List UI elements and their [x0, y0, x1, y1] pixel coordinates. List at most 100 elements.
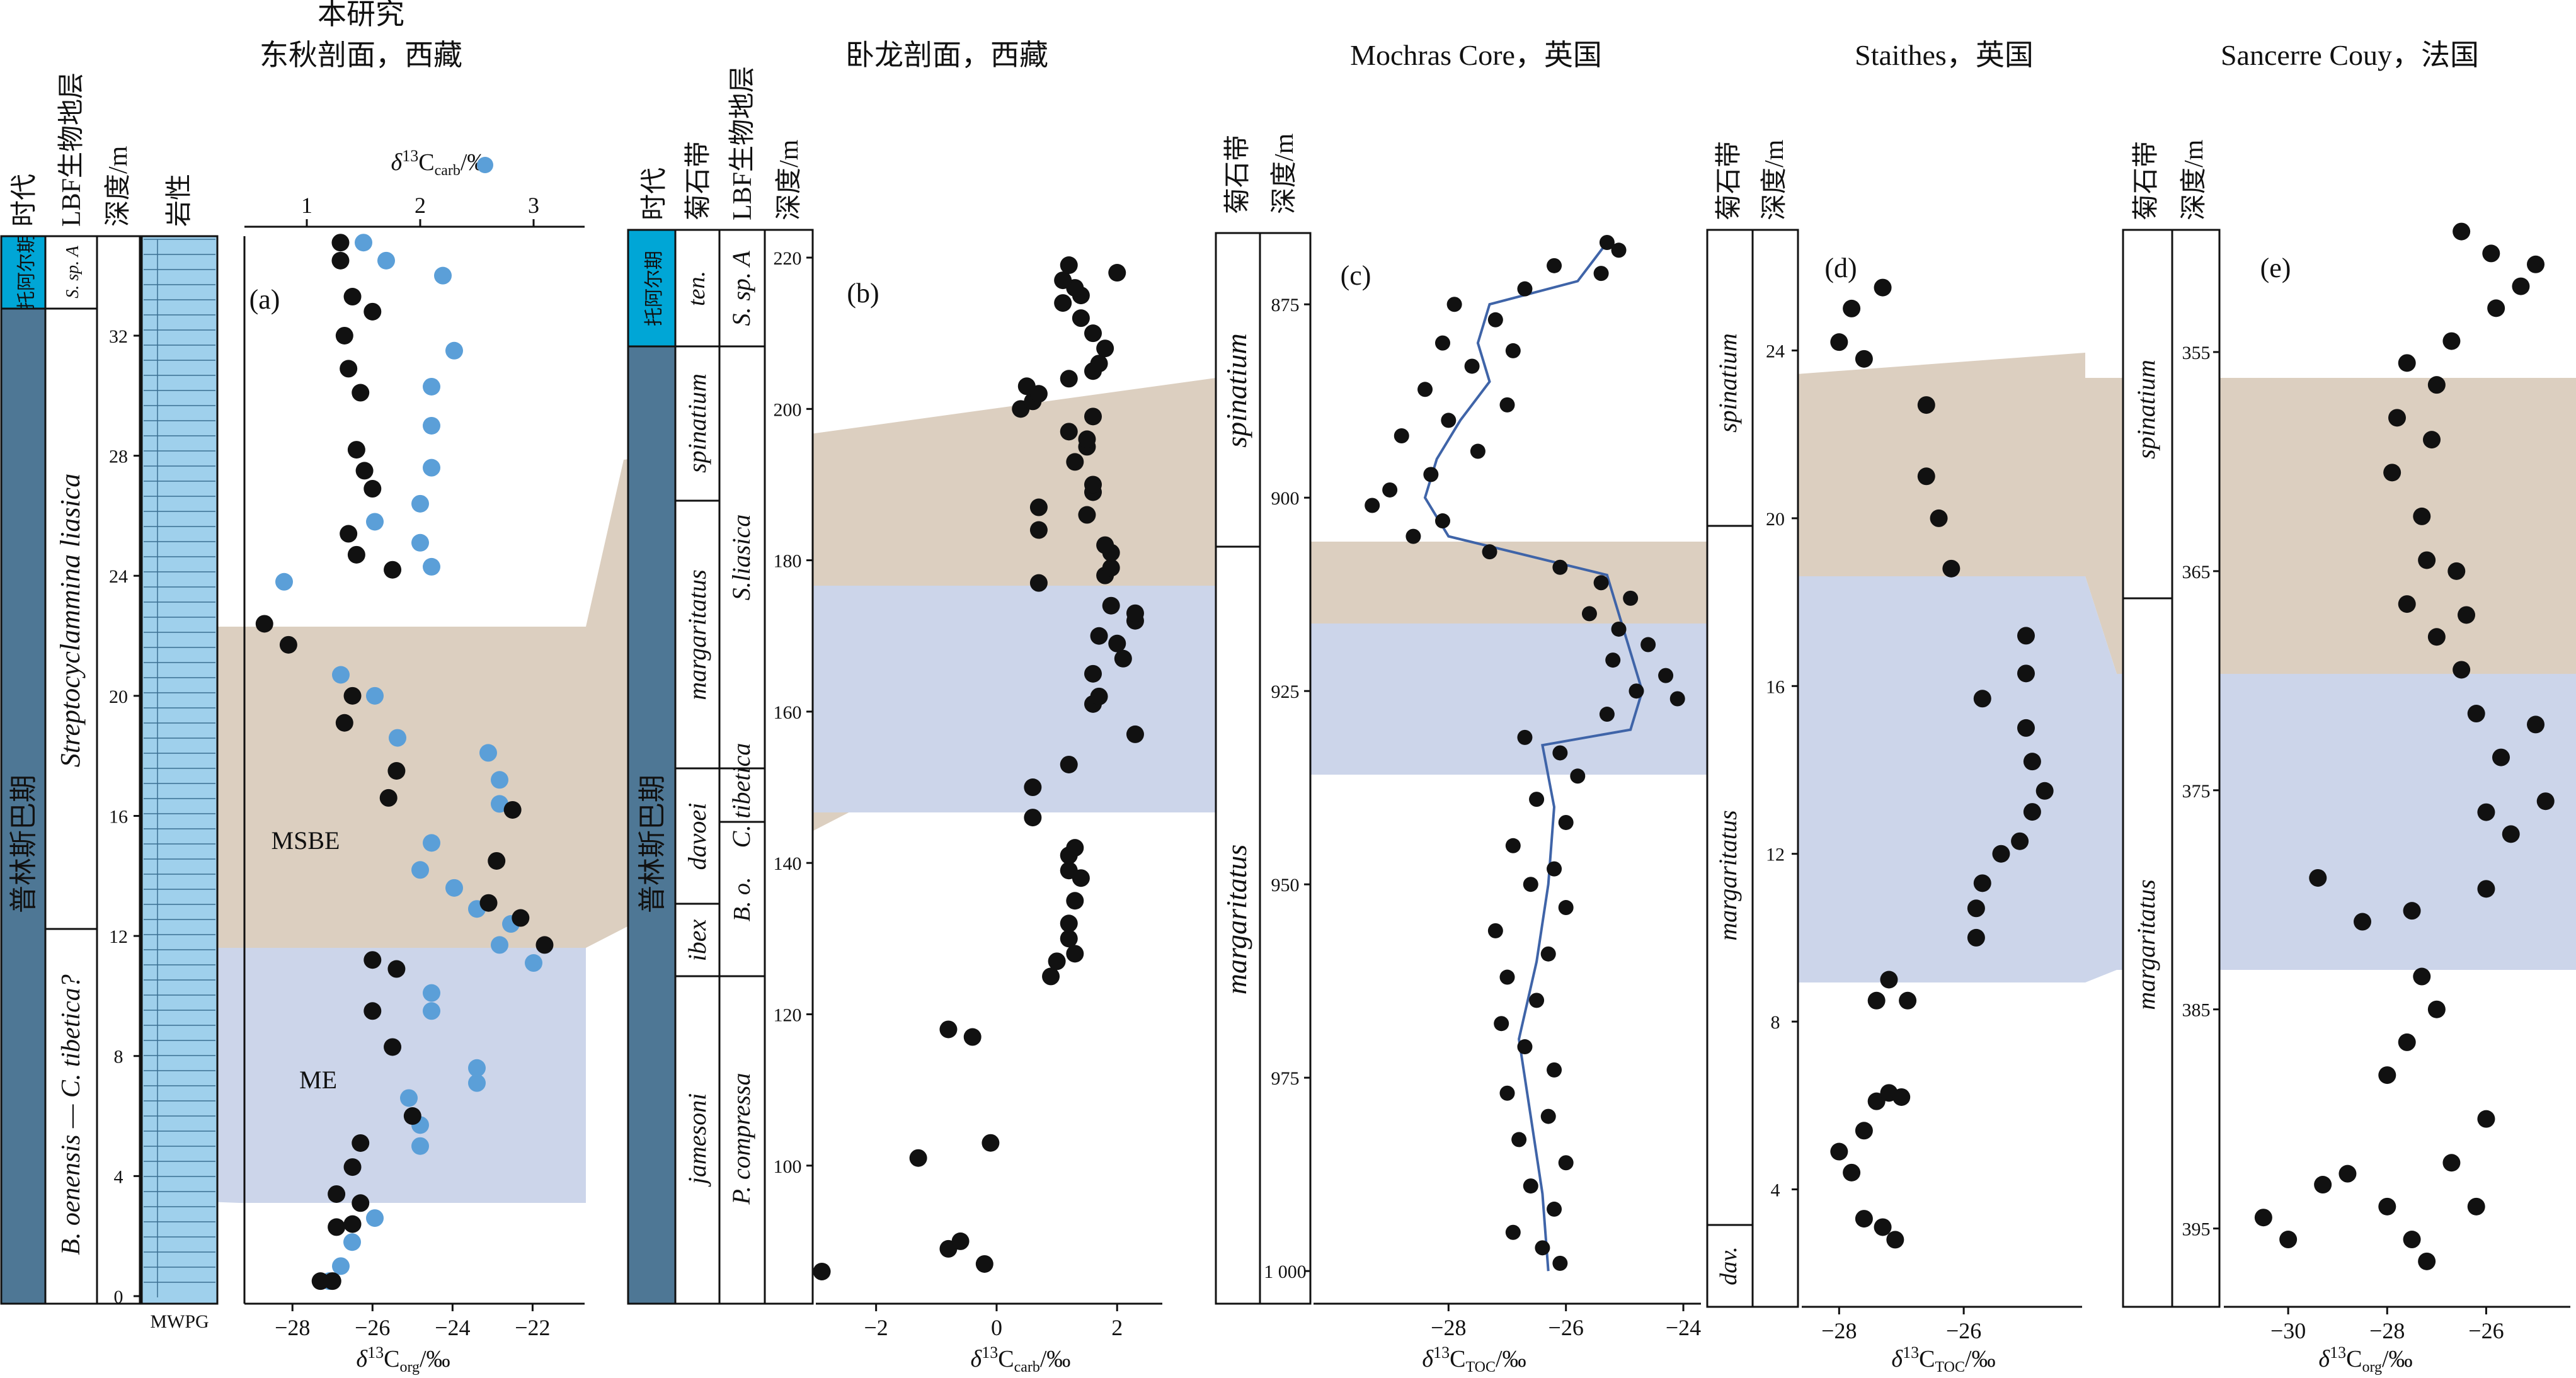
panel-c-point [1423, 467, 1439, 482]
panel-c-point [1517, 281, 1533, 297]
panel-a-depth-ticks: 0 4 8 12 16 20 24 28 32 [109, 239, 215, 1307]
panel-a-carb-point [445, 879, 463, 897]
panel-b-point [1024, 778, 1042, 797]
panel-b-label: (b) [847, 278, 879, 309]
panel-e-y-tick-label: 395 [2182, 1219, 2211, 1240]
panel-c-point [1558, 900, 1574, 916]
panel-b-point [951, 1232, 970, 1250]
panel-a-y-tick-label: 32 [109, 326, 128, 347]
panel-c-point [1435, 513, 1450, 529]
panel-a-carb-point [377, 251, 395, 270]
panel-c-point [1499, 397, 1515, 413]
panel-b-point [1096, 536, 1114, 554]
panel-c-point [1523, 1178, 1538, 1194]
panel-c-point [1552, 559, 1568, 575]
panel-c-y-tick-label: 950 [1271, 875, 1300, 896]
panel-a-carb-point [411, 1137, 429, 1155]
panel-a-carb-point [411, 494, 429, 513]
panel-c-point [1511, 1132, 1527, 1147]
panel-d-y-tick-label: 20 [1766, 509, 1785, 530]
zone-streptocyclammina: Streptocyclammina liasica [55, 474, 86, 767]
panel-a-org-x-tick-label: −22 [515, 1315, 550, 1340]
panel-d-point [1867, 1092, 1886, 1110]
panel-b-points [813, 256, 1144, 1280]
stage-pliensbachian-label-a: 普林斯巴期 [8, 775, 39, 913]
panel-e-point [2453, 661, 2471, 679]
ammonite-jamesoni: jamesoni [683, 1093, 711, 1187]
panel-b-point [1060, 914, 1078, 933]
stage-toarcian-label-b: 托阿尔期 [644, 251, 665, 326]
panel-b-point [1126, 725, 1144, 743]
panel-d-point [1917, 396, 1935, 414]
panel-e-point [2442, 332, 2461, 350]
panel-d-point [1992, 845, 2010, 863]
panel-a-org-point [384, 561, 402, 579]
panel-a-carb-point [411, 533, 429, 552]
panel-b-point [1048, 952, 1066, 971]
panel-e-point [2467, 705, 2485, 723]
panel-a-org-point [328, 1185, 346, 1203]
panel-e-y-tick-label: 365 [2182, 562, 2211, 583]
panel-e-point [2403, 1231, 2421, 1249]
header-depth-c: 深度/m [1270, 133, 1299, 214]
panel-a-org-point [512, 909, 530, 927]
panel-c-point [1441, 413, 1457, 428]
panel-a-org-point [535, 936, 554, 954]
panel-b-point [1102, 559, 1120, 577]
panel-b-point [975, 1255, 993, 1273]
panel-e-point [2527, 715, 2545, 734]
panel-e-point [2427, 628, 2446, 646]
panel-b-point [1084, 664, 1102, 683]
panel-d-x-tick-label: −28 [1821, 1318, 1857, 1343]
panel-b-x-tick-label: 0 [991, 1315, 1002, 1340]
panel-c-point [1547, 861, 1562, 877]
panel-e-point [2453, 222, 2471, 241]
panel-a-carb-point [445, 341, 463, 360]
panel-a-org-point [352, 1194, 370, 1212]
panel-b-point [1108, 264, 1126, 282]
panel-b-point [1017, 377, 1036, 396]
panel-d-point [1880, 971, 1898, 989]
panel-b-point [963, 1028, 982, 1046]
panel-d-point [2023, 803, 2041, 821]
panel-e-point [2314, 1176, 2332, 1194]
ammonite-margaritatus-e: margaritatus [2132, 879, 2160, 1010]
panel-d-point [1867, 991, 1886, 1010]
panel-b-point [1078, 506, 1096, 524]
panel-c-point [1505, 1224, 1521, 1240]
ammonite-spinatium-e: spinatium [2132, 360, 2160, 459]
panel-d-point [2011, 832, 2029, 850]
panel-d-point [1843, 299, 1861, 317]
panel-e-columns [2122, 229, 2221, 1308]
panel-a-org-point [340, 360, 358, 378]
panel-a-y-tick-label: 4 [114, 1166, 123, 1187]
panel-a-carb-point [332, 666, 350, 684]
panel-b-title: 卧龙剖面，西藏 [845, 39, 1048, 71]
panel-d-point [1917, 467, 1935, 486]
panel-c-point [1394, 428, 1409, 443]
panel-d-point [2023, 753, 2041, 771]
panel-e-x-tick-label: −28 [2369, 1318, 2405, 1343]
panel-d-y-tick-label: 24 [1766, 341, 1785, 362]
panel-e-point [2536, 792, 2555, 811]
panel-a-y-tick-label: 20 [109, 686, 128, 707]
panel-a-carb-point [275, 572, 293, 591]
panel-c-point [1494, 1016, 1509, 1032]
panel-e-point [2458, 606, 2475, 624]
panel-a-org-point [387, 960, 406, 978]
panel-c-point [1529, 792, 1545, 807]
panel-b-point [1054, 271, 1072, 290]
panel-e-point [2403, 902, 2421, 920]
panel-c-point [1658, 668, 1674, 683]
panel-c-point [1382, 482, 1398, 498]
panel-b-point [909, 1149, 927, 1167]
panel-a-carb-point [491, 936, 508, 954]
panel-c-title: Mochras Core，英国 [1350, 39, 1602, 71]
panel-c-point [1405, 528, 1421, 544]
panel-e-point [2413, 967, 2431, 986]
panel-a-org-point [331, 251, 350, 270]
panel-a-carb-point [434, 266, 452, 285]
panel-e-title: Sancerre Couy，法国 [2221, 39, 2479, 71]
panel-a-carb-point [423, 984, 440, 1002]
panel-a-org-point [255, 615, 273, 633]
